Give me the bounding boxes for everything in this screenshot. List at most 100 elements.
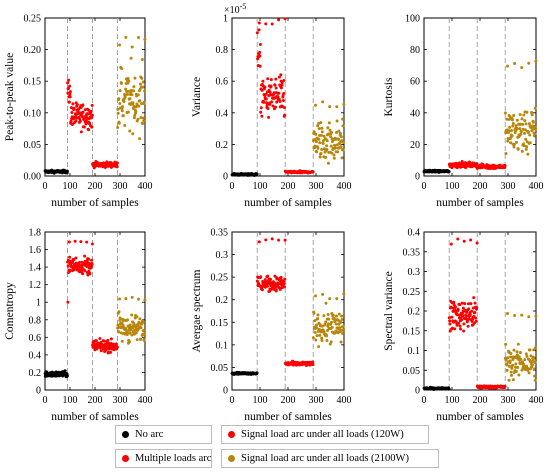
data-point-s2100 bbox=[322, 134, 326, 138]
data-point-s2100 bbox=[333, 319, 337, 323]
data-point-s2100 bbox=[335, 105, 339, 109]
data-point-s120 bbox=[311, 170, 315, 174]
data-point-multi bbox=[265, 284, 269, 288]
data-point-multi bbox=[259, 106, 263, 110]
data-point-s2100 bbox=[525, 354, 529, 358]
data-point-s2100 bbox=[528, 348, 532, 352]
data-point-no_arc bbox=[255, 172, 259, 176]
data-point-s2100 bbox=[338, 326, 342, 330]
data-point-s2100 bbox=[118, 316, 122, 320]
data-point-s2100 bbox=[142, 119, 146, 123]
data-point-s120 bbox=[102, 339, 106, 343]
y-tick-label: 80 bbox=[410, 45, 420, 56]
y-tick-label: 0.2 bbox=[29, 368, 42, 379]
data-point-s2100 bbox=[316, 313, 320, 317]
y-tick-label: 0.2 bbox=[216, 295, 229, 306]
data-point-multi bbox=[457, 321, 461, 325]
data-point-s2100 bbox=[506, 311, 510, 315]
y-tick-label: 0 bbox=[415, 172, 420, 183]
x-axis-label: number of samples bbox=[244, 411, 332, 420]
legend: No arc Signal load arc under all loads (… bbox=[115, 425, 495, 471]
data-point-s120 bbox=[99, 349, 103, 353]
data-point-s2100 bbox=[337, 129, 341, 133]
data-point-s2100 bbox=[330, 130, 334, 134]
y-tick-label: 1.8 bbox=[29, 228, 42, 239]
x-tick-label: 0 bbox=[422, 395, 427, 406]
chart-panel-4: 0 0.2 0.4 0.6 0.8 1 1.2 1.4 1.6 1.8 0 100 200 300 400 n… bbox=[4, 228, 153, 421]
data-point-s2100 bbox=[505, 363, 509, 367]
data-point-multi bbox=[72, 258, 76, 262]
data-point-no_arc bbox=[65, 374, 69, 378]
data-point-s2100 bbox=[506, 356, 510, 360]
data-point-no_arc bbox=[65, 169, 69, 173]
data-point-s2100 bbox=[341, 117, 345, 121]
data-point-s2100 bbox=[140, 102, 144, 106]
data-point-s2100 bbox=[506, 139, 510, 143]
x-tick-label: 100 bbox=[253, 395, 268, 406]
data-point-s2100 bbox=[322, 314, 326, 318]
data-point-s2100 bbox=[130, 295, 134, 299]
y-tick-label: 0.1 bbox=[216, 340, 229, 351]
data-point-multi bbox=[449, 242, 453, 246]
data-point-no_arc bbox=[255, 371, 259, 375]
data-point-multi bbox=[258, 54, 262, 58]
data-point-multi bbox=[475, 241, 479, 245]
data-point-multi bbox=[83, 269, 87, 273]
data-point-s2100 bbox=[137, 297, 141, 301]
data-point-s2100 bbox=[320, 336, 324, 340]
data-point-multi bbox=[457, 161, 461, 165]
data-point-multi bbox=[283, 106, 286, 110]
data-point-s2100 bbox=[131, 101, 135, 105]
data-point-multi bbox=[472, 296, 476, 300]
data-point-s2100 bbox=[526, 152, 530, 156]
data-point-s2100 bbox=[123, 94, 127, 98]
data-point-multi bbox=[454, 305, 457, 309]
data-point-multi bbox=[257, 28, 261, 32]
data-point-multi bbox=[260, 88, 264, 92]
data-point-multi bbox=[258, 43, 262, 47]
legend-no-arc: No arc bbox=[115, 425, 212, 444]
data-point-multi bbox=[74, 261, 78, 265]
data-point-s2100 bbox=[330, 325, 334, 329]
data-point-s2100 bbox=[534, 127, 538, 131]
data-point-s2100 bbox=[320, 339, 324, 343]
data-point-multi bbox=[283, 113, 287, 117]
data-point-multi bbox=[456, 308, 460, 312]
data-point-s2100 bbox=[515, 127, 519, 131]
data-point-multi bbox=[474, 319, 478, 323]
y-axis-label: Avergae spectrum bbox=[191, 269, 203, 352]
x-axis-label: number of samples bbox=[51, 411, 139, 420]
chart-panel-3: 0 20 40 60 80 100 0 100 200 300 400 number of sampl… bbox=[383, 14, 544, 210]
data-point-s2100 bbox=[326, 161, 330, 165]
data-point-multi bbox=[460, 159, 464, 163]
y-axis-label: Variance bbox=[191, 77, 203, 117]
data-point-s2100 bbox=[323, 322, 327, 326]
data-point-s2100 bbox=[139, 326, 143, 330]
data-point-s2100 bbox=[522, 131, 526, 135]
data-point-s2100 bbox=[530, 110, 534, 114]
data-point-multi bbox=[68, 90, 72, 94]
data-point-s2100 bbox=[524, 137, 528, 141]
data-point-s2100 bbox=[527, 122, 531, 126]
data-point-s2100 bbox=[143, 332, 147, 336]
data-point-s2100 bbox=[506, 137, 510, 141]
data-point-s2100 bbox=[124, 35, 128, 39]
data-point-s2100 bbox=[511, 363, 515, 367]
data-point-multi bbox=[461, 314, 465, 318]
data-point-s2100 bbox=[341, 332, 345, 336]
data-point-s2100 bbox=[532, 356, 536, 360]
x-tick-label: 200 bbox=[473, 181, 488, 192]
data-point-s2100 bbox=[315, 150, 319, 154]
data-point-s2100 bbox=[521, 360, 525, 364]
data-point-s2100 bbox=[124, 87, 128, 91]
data-point-s120 bbox=[109, 337, 113, 341]
legend-signal-2100w-marker bbox=[228, 455, 235, 462]
axes-frame bbox=[231, 17, 345, 177]
x-tick-label: 100 bbox=[63, 181, 78, 192]
data-point-s2100 bbox=[533, 360, 537, 364]
data-point-s2100 bbox=[127, 340, 131, 344]
y-tick-label: 0 bbox=[223, 386, 228, 397]
data-point-s2100 bbox=[516, 342, 520, 346]
y-tick-label: 0.3 bbox=[216, 250, 229, 261]
data-point-s2100 bbox=[120, 321, 124, 325]
